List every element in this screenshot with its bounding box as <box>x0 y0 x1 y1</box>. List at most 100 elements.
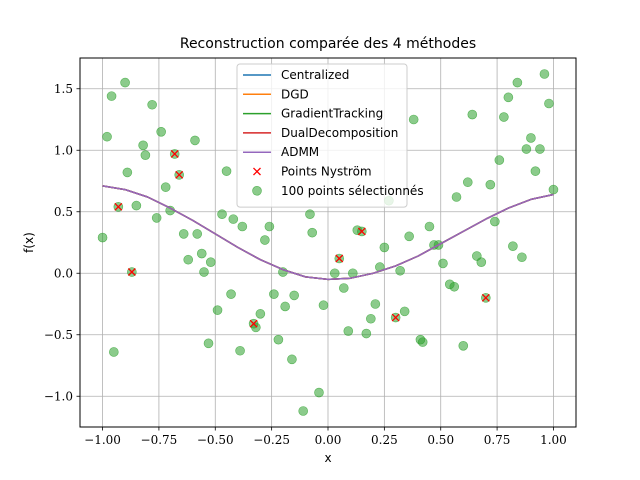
axis-ticks: −1.00 −0.75 −0.50 −0.25 0.00 0.25 0.50 0.75 1.00… <box>44 82 567 447</box>
selected-point <box>109 347 119 357</box>
legend-label: Centralized <box>281 68 349 82</box>
x-tick-label: −0.75 <box>141 433 178 447</box>
selected-point <box>228 214 239 224</box>
selected-point <box>106 91 117 101</box>
nystrom-point <box>357 227 366 236</box>
selected-point <box>494 155 505 165</box>
selected-point <box>338 283 349 293</box>
selected-point <box>451 192 462 202</box>
y-tick-label: −1.0 <box>44 389 73 403</box>
selected-point <box>269 289 279 299</box>
selected-point <box>361 328 372 339</box>
curves-layer <box>102 185 554 281</box>
selected-point <box>203 338 214 349</box>
selected-point <box>280 301 290 312</box>
selected-point <box>183 254 194 265</box>
selected-point <box>147 99 157 110</box>
selected-point <box>260 235 270 245</box>
selected-point <box>156 127 166 137</box>
selected-point <box>287 354 297 365</box>
nystrom-point <box>175 170 184 179</box>
selected-points-layer <box>97 69 559 416</box>
series-line-admm <box>102 185 554 281</box>
selected-point <box>221 166 232 176</box>
x-tick-label: 0.25 <box>371 433 398 447</box>
selected-point <box>458 341 469 351</box>
selected-point <box>424 221 435 232</box>
selected-point <box>508 241 518 251</box>
selected-point <box>548 184 559 195</box>
selected-point <box>196 248 207 259</box>
selected-point <box>138 140 148 151</box>
selected-point <box>122 167 133 178</box>
legend-swatch-selected <box>252 186 262 196</box>
selected-point <box>404 231 414 242</box>
selected-point <box>467 109 478 120</box>
selected-point <box>379 242 390 253</box>
y-axis-label: f(x) <box>22 232 36 253</box>
selected-point <box>503 92 514 103</box>
x-tick-label: 0.00 <box>315 433 342 447</box>
selected-point <box>485 179 496 190</box>
x-tick-label: −0.50 <box>197 433 234 447</box>
selected-point <box>190 135 200 146</box>
y-tick-label: 1.5 <box>54 82 73 96</box>
selected-point <box>235 345 245 356</box>
selected-point <box>535 144 545 154</box>
selected-point <box>120 77 130 88</box>
selected-point <box>499 112 509 122</box>
y-tick-label: 0.0 <box>54 266 73 280</box>
selected-point <box>449 281 460 292</box>
x-axis-label: x <box>324 451 331 465</box>
selected-point <box>264 221 275 232</box>
selected-point <box>305 209 315 220</box>
nystrom-point <box>335 254 344 263</box>
selected-point <box>289 290 299 301</box>
selected-point <box>212 305 223 315</box>
selected-point <box>399 306 410 317</box>
y-tick-label: 1.0 <box>54 143 73 157</box>
selected-point <box>217 209 227 220</box>
selected-point <box>517 252 527 263</box>
selected-point <box>199 267 209 277</box>
selected-point <box>438 258 448 269</box>
selected-point <box>490 216 500 227</box>
selected-point <box>544 98 554 109</box>
selected-point <box>151 213 162 223</box>
selected-point <box>539 69 550 79</box>
x-tick-label: −0.25 <box>253 433 290 447</box>
y-tick-label: 0.5 <box>54 205 73 219</box>
x-tick-label: 0.75 <box>484 433 511 447</box>
selected-point <box>521 144 532 154</box>
selected-point <box>526 133 536 143</box>
selected-point <box>251 322 261 333</box>
selected-point <box>298 406 309 416</box>
selected-point <box>417 337 428 347</box>
legend-label: GradientTracking <box>281 107 383 121</box>
selected-point <box>476 257 487 267</box>
selected-point <box>140 150 151 160</box>
selected-point <box>314 387 324 398</box>
chart-title: Reconstruction comparée des 4 méthodes <box>180 36 476 52</box>
selected-point <box>192 229 203 239</box>
legend-label: ADMM <box>281 145 319 159</box>
selected-point <box>102 131 112 142</box>
legend-label: DGD <box>281 87 309 101</box>
x-tick-label: 0.50 <box>427 433 454 447</box>
nystrom-point <box>127 268 136 276</box>
selected-point <box>226 289 236 299</box>
selected-point <box>160 182 171 192</box>
x-tick-label: −1.00 <box>84 433 121 447</box>
x-tick-label: 1.00 <box>540 433 567 447</box>
legend: Centralized DGD GradientTracking DualDecomp… <box>236 63 424 208</box>
selected-point <box>307 227 318 238</box>
nystrom-points-layer <box>114 149 490 328</box>
y-tick-label: −0.5 <box>44 328 73 342</box>
selected-point <box>255 309 266 319</box>
nystrom-point <box>114 202 123 211</box>
legend-swatch-nystrom <box>253 167 261 176</box>
selected-point <box>343 326 354 336</box>
selected-point <box>512 77 523 88</box>
legend-label: DualDecomposition <box>281 126 398 140</box>
